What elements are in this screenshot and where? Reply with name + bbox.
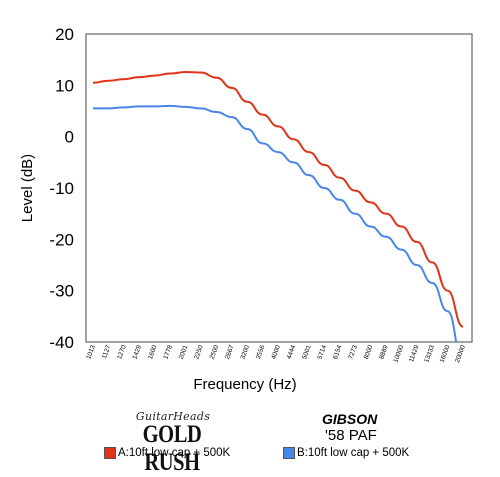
x-tick-label: 16000 <box>439 344 452 364</box>
series-lines <box>92 70 464 342</box>
x-tick-label: 6154 <box>332 344 344 360</box>
x-tick-label: 4000 <box>270 344 282 360</box>
y-tick-label: -30 <box>49 282 74 301</box>
x-tick-label: 2500 <box>209 344 221 360</box>
x-tick-label: 8000 <box>363 344 375 360</box>
x-tick-label: 2250 <box>193 344 205 360</box>
x-tick-label: 1600 <box>147 344 159 360</box>
y-tick-label: 0 <box>65 128 74 147</box>
series-line-a <box>92 70 464 328</box>
legend-swatch-a <box>104 447 116 459</box>
y-axis-label: Level (dB) <box>19 154 36 222</box>
brand-b-model: '58 PAF <box>325 427 377 444</box>
x-tick-label: 1778 <box>162 344 174 360</box>
y-tick-label: -40 <box>49 333 74 352</box>
x-axis-ticks: 1013 1127 1270 1429 1600 1778 2001 2250 2500 2667… <box>85 344 467 364</box>
x-tick-label: 2001 <box>178 344 190 360</box>
x-tick-label: 7273 <box>347 344 359 360</box>
x-axis-label: Frequency (Hz) <box>193 376 296 393</box>
y-tick-label: 20 <box>55 25 74 44</box>
x-tick-label: 3200 <box>240 344 252 360</box>
x-tick-label: 5001 <box>301 344 313 360</box>
brand-b-maker: GIBSON <box>322 411 378 427</box>
y-tick-label: 10 <box>55 76 74 95</box>
y-axis-ticks: 20 10 0 -10 -20 -30 -40 <box>49 25 74 352</box>
brand-a-tagline: GuitarHeads <box>135 410 211 423</box>
legend-label-b: B:10ft low cap + 500K <box>297 447 410 459</box>
y-tick-label: -10 <box>49 179 74 198</box>
x-tick-label: 11429 <box>408 344 421 363</box>
y-tick-label: -20 <box>49 230 74 249</box>
x-tick-label: 5714 <box>317 344 329 360</box>
legend-swatch-b <box>283 447 295 459</box>
x-tick-label: 3556 <box>255 344 267 360</box>
x-tick-label: 8889 <box>378 344 390 360</box>
x-tick-label: 1013 <box>85 344 97 360</box>
x-tick-label: 1127 <box>101 344 112 360</box>
legend-item-a: A:10ft low cap + 500K <box>104 447 230 459</box>
legend-item-b: B:10ft low cap + 500K <box>283 447 409 459</box>
plot-area <box>85 33 473 343</box>
x-tick-label: 1429 <box>132 344 144 360</box>
x-tick-label: 20000 <box>454 344 467 364</box>
x-tick-label: 2667 <box>224 344 236 360</box>
x-tick-label: 1270 <box>116 344 128 360</box>
x-tick-label: 10000 <box>392 344 405 364</box>
legend-label-a: A:10ft low cap + 500K <box>118 447 231 459</box>
series-line-b <box>93 104 458 342</box>
x-tick-label: 4444 <box>286 344 298 360</box>
x-tick-label: 13333 <box>423 344 436 364</box>
